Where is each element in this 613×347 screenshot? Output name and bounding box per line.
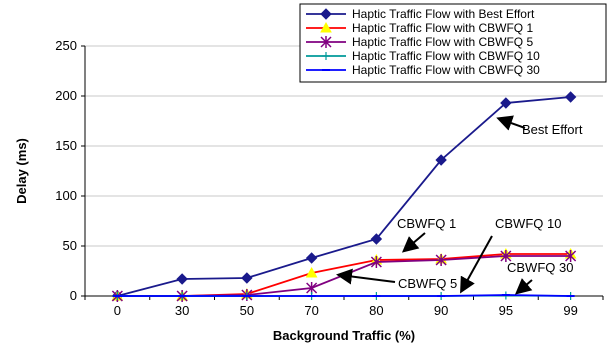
data-point: [370, 256, 382, 268]
legend-entry: Haptic Traffic Flow with CBWFQ 30: [306, 63, 540, 77]
legend-label: Haptic Traffic Flow with CBWFQ 1: [352, 21, 533, 35]
y-tick-label: 0: [70, 288, 77, 303]
legend-entry: Haptic Traffic Flow with CBWFQ 10: [306, 49, 540, 63]
data-point: [564, 91, 577, 103]
x-tick-label: 99: [563, 303, 577, 318]
x-axis-title: Background Traffic (%): [273, 328, 415, 343]
annotation: CBWFQ 10: [460, 216, 561, 294]
annotation-label: CBWFQ 30: [507, 260, 573, 275]
annotation-arrow: [401, 232, 426, 253]
annotation: Best Effort: [496, 115, 583, 137]
x-tick-label: 50: [240, 303, 254, 318]
annotation-arrow: [514, 278, 533, 295]
legend: Haptic Traffic Flow with Best EffortHapt…: [299, 3, 607, 83]
legend-label: Haptic Traffic Flow with CBWFQ 10: [352, 49, 540, 63]
data-point: [305, 266, 318, 278]
data-point: [435, 254, 447, 266]
data-point: [241, 272, 253, 284]
y-tick-label: 250: [55, 38, 77, 53]
x-tick-label: 70: [304, 303, 318, 318]
annotation-label: CBWFQ 1: [397, 216, 456, 231]
legend-entry: Haptic Traffic Flow with CBWFQ 5: [306, 35, 533, 49]
legend-swatch-marker: [322, 52, 330, 60]
legend-label: Haptic Traffic Flow with CBWFQ 5: [352, 35, 533, 49]
legend-label: Haptic Traffic Flow with CBWFQ 30: [352, 63, 540, 77]
data-point: [435, 154, 447, 166]
legend-swatch-marker: [320, 21, 332, 33]
series-5: [113, 294, 575, 297]
x-tick-label: 95: [499, 303, 513, 318]
legend-box: [299, 3, 607, 83]
y-tick-label: 50: [63, 238, 77, 253]
annotation-label: Best Effort: [522, 122, 583, 137]
annotation: CBWFQ 5: [336, 268, 457, 291]
annotation-label: CBWFQ 10: [495, 216, 561, 231]
legend-swatch-marker: [320, 36, 332, 48]
legend-label: Haptic Traffic Flow with Best Effort: [352, 7, 535, 21]
annotation: CBWFQ 30: [507, 260, 573, 295]
x-tick-label: 0: [114, 303, 121, 318]
data-point: [500, 97, 512, 109]
x-tick-label: 80: [369, 303, 383, 318]
y-tick-label: 150: [55, 138, 77, 153]
legend-entry: Haptic Traffic Flow with CBWFQ 1: [306, 21, 533, 35]
series-line: [117, 294, 571, 297]
data-point: [565, 250, 577, 262]
annotation: CBWFQ 1: [397, 216, 456, 253]
data-point: [370, 233, 383, 245]
axes: [84, 46, 603, 297]
annotation-arrow: [460, 235, 493, 294]
legend-entry: Haptic Traffic Flow with Best Effort: [306, 7, 535, 21]
y-tick-label: 100: [55, 188, 77, 203]
y-tick-label: 200: [55, 88, 77, 103]
annotation-label: CBWFQ 5: [398, 276, 457, 291]
series-line: [117, 96, 571, 297]
x-tick-label: 90: [434, 303, 448, 318]
annotations: Best Effort CBWFQ 1 CBWFQ 10 CBWFQ 5 CBWFQ 3…: [336, 115, 583, 295]
x-tick-label: 30: [175, 303, 189, 318]
y-axis-title: Delay (ms): [14, 138, 29, 204]
legend-swatch-marker: [320, 8, 332, 20]
annotation-arrow: [496, 115, 526, 131]
data-point: [305, 252, 318, 264]
data-point: [500, 250, 512, 262]
annotation-arrow: [336, 268, 396, 285]
data-point: [176, 273, 188, 285]
